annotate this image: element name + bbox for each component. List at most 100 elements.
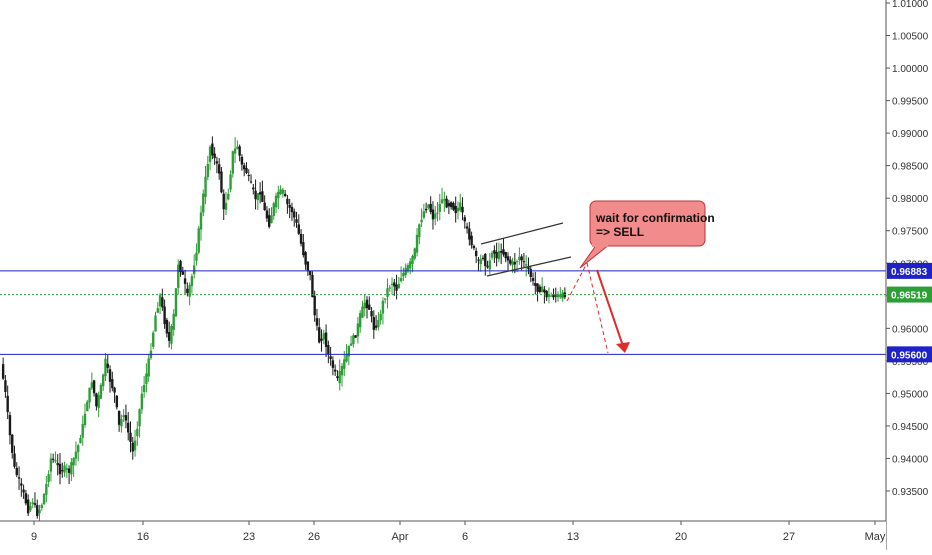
candle-body <box>336 376 339 379</box>
callout-line-1: wait for confirmation <box>595 211 715 225</box>
y-tick-label: 0.98000 <box>892 194 929 205</box>
candle-body <box>47 474 50 482</box>
callout-pointer <box>579 243 612 269</box>
candle-body <box>42 493 46 505</box>
candle-body <box>527 267 530 270</box>
projection-down-dashed[interactable] <box>586 262 609 354</box>
candle-body <box>102 374 105 387</box>
candle-body <box>83 413 87 426</box>
candle-body <box>63 465 66 473</box>
candle-body <box>252 187 255 190</box>
candle-body <box>195 252 198 261</box>
candle-body <box>554 295 557 297</box>
candle-body <box>370 310 373 317</box>
sell-arrow[interactable] <box>596 269 625 350</box>
candle-body <box>95 393 98 407</box>
candle-body <box>136 428 139 437</box>
x-axis-background <box>0 521 886 550</box>
candle-body <box>6 395 9 413</box>
candle-body <box>518 256 521 260</box>
candle-body <box>363 302 366 309</box>
candle-body <box>129 432 132 442</box>
candle-body <box>534 282 537 286</box>
candle-body <box>331 360 335 368</box>
candle-body <box>36 505 39 516</box>
candle-body <box>22 489 25 493</box>
candle-body <box>281 189 285 194</box>
candle-body <box>384 298 387 300</box>
candle-body <box>147 358 150 377</box>
candle-body <box>497 251 501 260</box>
candle-body <box>170 325 173 344</box>
candle-body <box>454 205 457 214</box>
candle-body <box>1 364 5 379</box>
candle-body <box>349 343 353 346</box>
candle-body <box>229 174 232 190</box>
candle-body <box>545 291 548 298</box>
candle-body <box>120 419 123 427</box>
candle-body <box>354 335 357 338</box>
candle-body <box>111 379 114 389</box>
candle-body <box>190 276 194 287</box>
x-tick-label: 20 <box>675 531 687 543</box>
candle-body <box>88 387 91 403</box>
candle-body <box>440 199 444 204</box>
y-tick-label: 0.96000 <box>892 324 929 335</box>
candle-body <box>504 252 507 259</box>
candle-body <box>186 288 189 294</box>
candle-body <box>115 395 119 408</box>
candle-body <box>404 267 407 276</box>
candle-body <box>456 207 460 212</box>
candle-body <box>345 353 348 362</box>
candle-body <box>356 323 360 337</box>
candle-body <box>452 202 455 210</box>
candle-body <box>449 202 453 208</box>
channel-upper-line[interactable] <box>480 222 564 245</box>
candle-body <box>283 193 287 196</box>
candle-body <box>258 192 262 195</box>
candle-body <box>56 463 59 466</box>
candle-body <box>261 191 264 202</box>
candle-body <box>338 371 341 384</box>
candle-body <box>90 382 94 389</box>
candle-body <box>92 380 96 394</box>
candle-body <box>443 199 446 201</box>
levels-layer <box>0 270 886 355</box>
callout-box[interactable] <box>589 200 706 247</box>
candle-body <box>220 171 223 193</box>
projection-up-dashed[interactable] <box>566 262 588 302</box>
candle-body <box>434 213 437 219</box>
candle-body <box>411 255 414 265</box>
y-tick-label: 0.99000 <box>892 129 929 140</box>
candle-body <box>177 264 180 288</box>
candle-body <box>379 313 382 321</box>
candle-body <box>81 423 84 438</box>
candle-body <box>288 204 291 208</box>
candle-body <box>488 260 492 270</box>
candle-body <box>365 299 369 309</box>
candle-body <box>343 359 346 369</box>
candle-body <box>308 271 312 276</box>
price-tag-0 <box>887 262 932 279</box>
channel-lower-line[interactable] <box>486 256 572 277</box>
candle-body <box>531 278 535 281</box>
candle-body <box>427 204 430 209</box>
candle-body <box>138 409 141 427</box>
candle-body <box>227 193 230 200</box>
candle-body <box>122 415 125 418</box>
y-tick-label: 1.00000 <box>892 64 929 75</box>
candle-body <box>58 463 62 475</box>
candle-body <box>272 203 275 216</box>
candle-body <box>24 493 28 504</box>
candle-body <box>418 224 421 238</box>
price-tag-label-2: 0.95600 <box>891 350 928 361</box>
candle-body <box>20 483 23 486</box>
candle-body <box>8 415 12 436</box>
candle-body <box>76 445 80 453</box>
candle-body <box>547 294 551 298</box>
candle-body <box>108 369 112 382</box>
candle-body <box>447 203 451 207</box>
candle-body <box>525 264 528 266</box>
candle-body <box>204 176 207 197</box>
